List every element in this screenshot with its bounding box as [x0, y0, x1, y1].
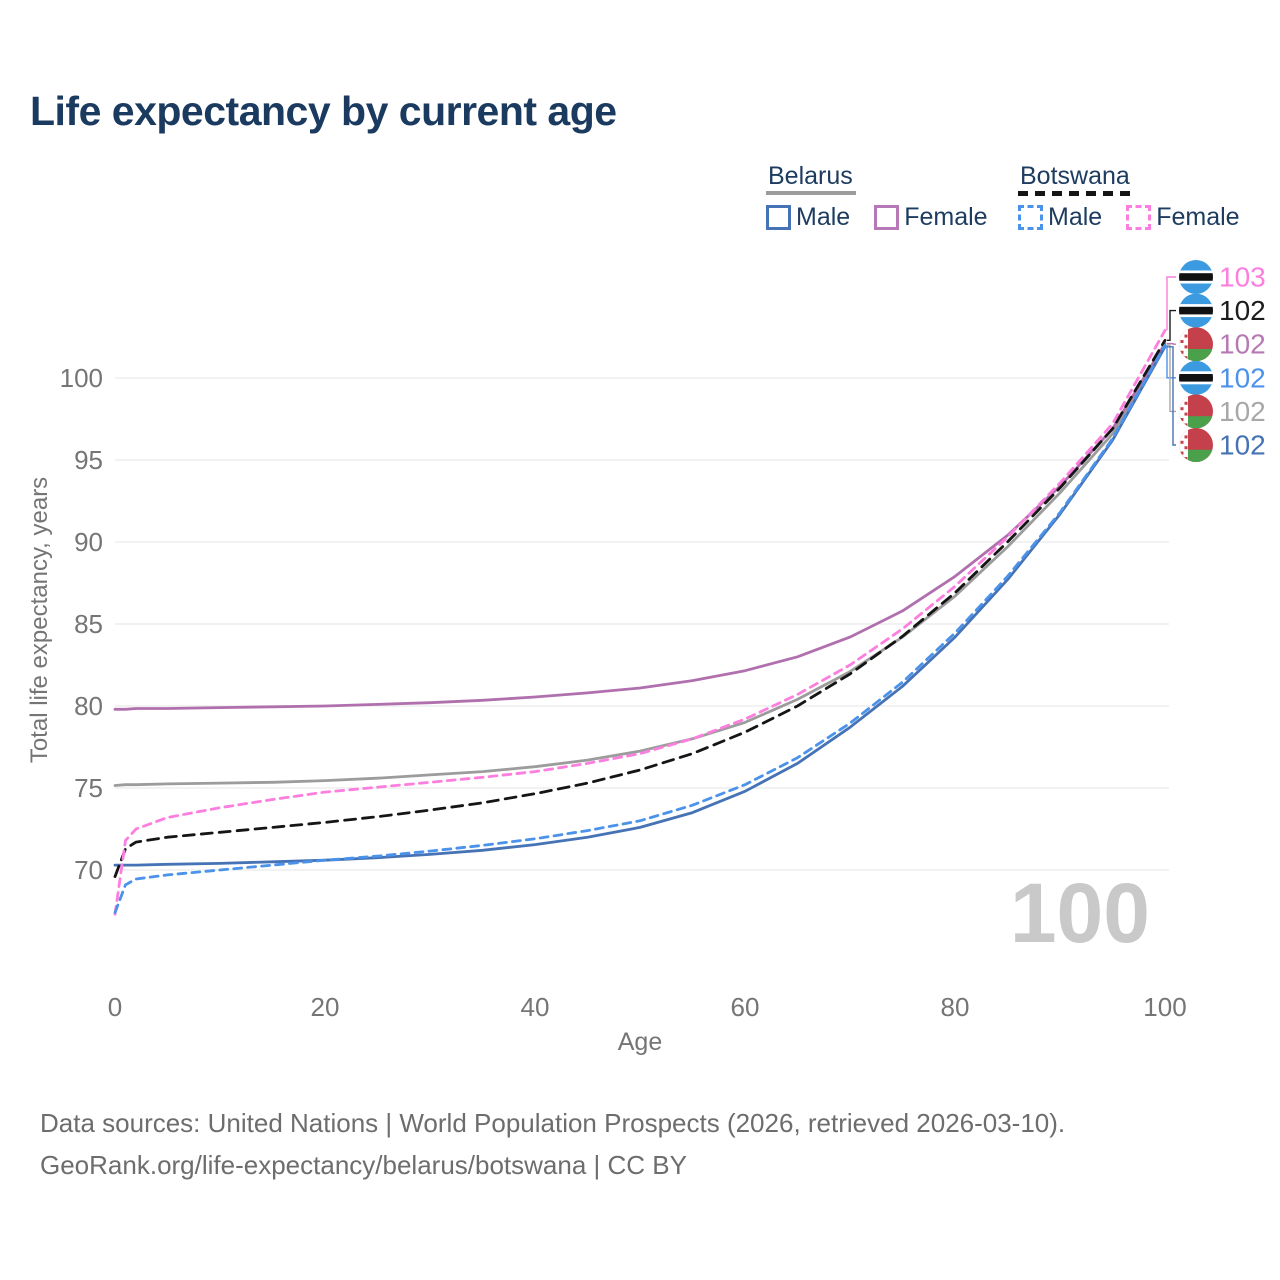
end-value-belarus-both-sexes: 102 [1219, 396, 1266, 427]
legend-item-botswana-male[interactable]: Male [1018, 203, 1102, 232]
end-value-belarus-male: 102 [1219, 430, 1266, 461]
legend-country-belarus: Belarus [768, 162, 853, 190]
belarus-male-swatch-icon [766, 205, 791, 230]
legend-item-belarus-male[interactable]: Male [766, 203, 850, 232]
series-line-belarus-male [113, 345, 1167, 867]
y-tick-85: 85 [74, 609, 103, 639]
belarus-flag-icon [1179, 327, 1213, 362]
legend-country-botswana: Botswana [1020, 162, 1130, 190]
series-line-botswana-male [113, 343, 1167, 914]
page-title: Life expectancy by current age [30, 88, 617, 134]
series-line-botswana-female [113, 328, 1167, 916]
leader-line-belarus-male [1167, 346, 1176, 446]
x-tick-20: 20 [311, 992, 340, 1022]
end-value-botswana-male: 102 [1219, 362, 1266, 393]
footer-attribution: GeoRank.org/life-expectancy/belarus/bots… [40, 1150, 687, 1180]
y-tick-100: 100 [60, 363, 103, 393]
legend-row-belarus: Male Female [766, 203, 988, 232]
age-watermark: 100 [1010, 866, 1150, 960]
y-tick-95: 95 [74, 445, 103, 475]
legend-label-belarus-male: Male [796, 203, 851, 231]
legend-item-belarus-female[interactable]: Female [874, 203, 988, 232]
y-tick-75: 75 [74, 773, 103, 803]
belarus-flag-icon [1179, 428, 1213, 462]
botswana-male-swatch-icon [1018, 205, 1043, 230]
x-axis-label: Age [618, 1028, 662, 1056]
leader-line-botswana-male [1166, 345, 1176, 379]
x-tick-40: 40 [521, 992, 550, 1022]
botswana-flag-icon [1179, 260, 1213, 294]
legend-underline-botswana-dashed [1018, 191, 1134, 196]
belarus-flag-icon [1179, 394, 1213, 429]
y-tick-70: 70 [74, 855, 103, 885]
leader-line-botswana-both-sexes [1167, 309, 1176, 341]
y-tick-80: 80 [74, 691, 103, 721]
legend-label-botswana-male: Male [1048, 203, 1103, 231]
x-tick-60: 60 [731, 992, 760, 1022]
legend-underline-belarus-solid [766, 191, 856, 195]
belarus-female-swatch-icon [874, 205, 900, 230]
botswana-female-swatch-icon [1126, 205, 1152, 230]
y-axis-label: Total life expectancy, years [26, 477, 53, 763]
legend-label-belarus-female: Female [904, 203, 988, 231]
x-tick-0: 0 [108, 992, 122, 1022]
leader-line-belarus-female [1167, 342, 1176, 345]
legend-item-botswana-female[interactable]: Female [1126, 203, 1240, 232]
x-tick-100: 100 [1143, 992, 1186, 1022]
end-value-botswana-female: 103 [1219, 262, 1266, 293]
end-value-belarus-female: 102 [1219, 329, 1266, 360]
series-line-botswana-both-sexes [113, 338, 1167, 878]
y-tick-90: 90 [74, 527, 103, 557]
legend-label-botswana-female: Female [1156, 203, 1240, 231]
legend-row-botswana: Male Female [1018, 203, 1240, 232]
botswana-flag-icon [1179, 293, 1213, 328]
x-tick-80: 80 [941, 992, 970, 1022]
footer-data-sources: Data sources: United Nations | World Pop… [40, 1108, 1066, 1138]
series-line-belarus-both-sexes [113, 343, 1167, 787]
end-value-botswana-both-sexes: 102 [1219, 295, 1266, 326]
leader-line-botswana-female [1166, 276, 1176, 331]
botswana-flag-icon [1179, 360, 1213, 395]
series-line-belarus-female [113, 342, 1167, 711]
